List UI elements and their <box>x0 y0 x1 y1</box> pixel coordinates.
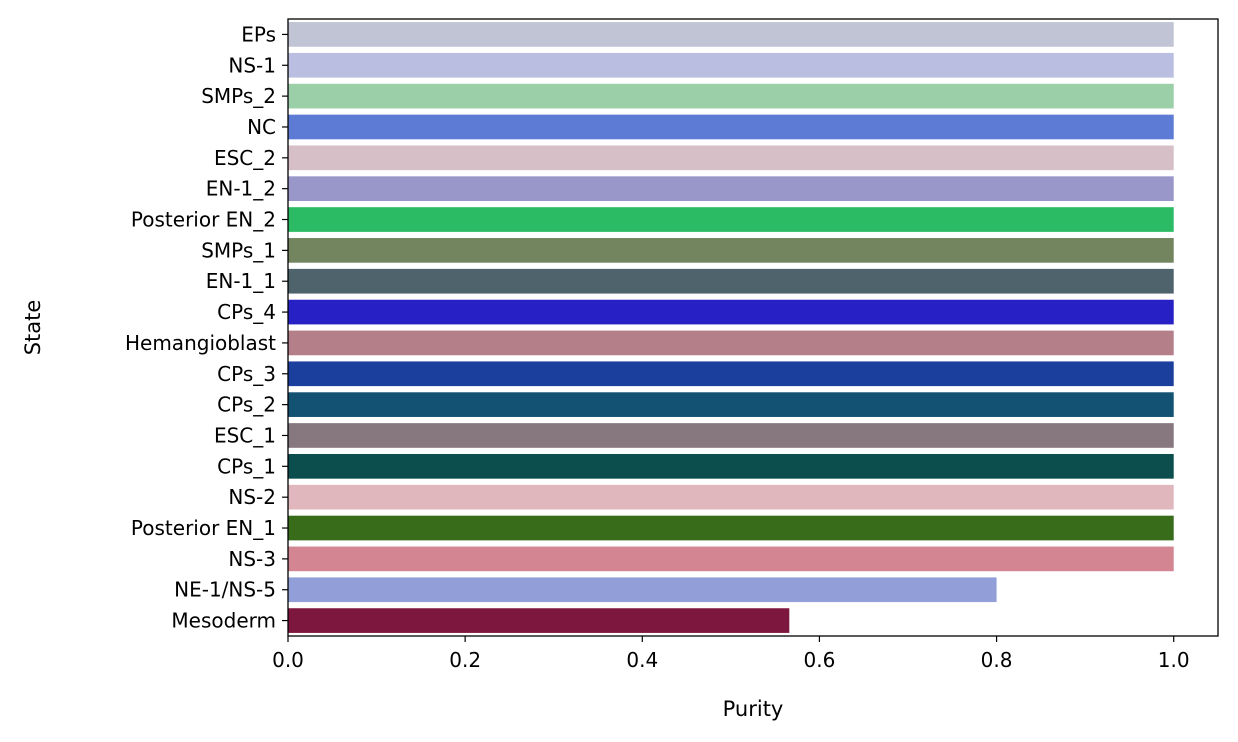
y-tick-label: Mesoderm <box>171 609 276 633</box>
x-tick-label: 0.6 <box>804 648 836 672</box>
bar-esc-1 <box>288 423 1174 448</box>
x-axis-label: Purity <box>723 697 784 721</box>
y-tick-label: EPs <box>241 22 276 46</box>
y-tick-label: Posterior EN_2 <box>131 208 276 232</box>
y-tick-label: ESC_2 <box>214 146 276 170</box>
bar-hemangioblast <box>288 330 1174 356</box>
bar-ns-2 <box>288 484 1174 510</box>
bar-ns-1 <box>288 52 1174 78</box>
bar-cps-4 <box>288 299 1174 325</box>
bar-ne-1-ns-5 <box>288 577 997 603</box>
y-tick-label: SMPs_1 <box>201 238 276 262</box>
y-tick-label: NC <box>247 115 276 139</box>
bar-mesoderm <box>288 608 790 633</box>
bar-posterior-en-2 <box>288 207 1174 232</box>
x-tick-label: 0.2 <box>449 648 481 672</box>
y-tick-label: Posterior EN_1 <box>131 516 276 540</box>
x-tick-label: 0.8 <box>981 648 1013 672</box>
bar-cps-3 <box>288 361 1174 387</box>
bar-eps <box>288 22 1174 47</box>
y-tick-label: NS-1 <box>228 53 276 77</box>
y-tick-label: CPs_3 <box>217 362 276 386</box>
bar-nc <box>288 114 1174 140</box>
bar-ns-3 <box>288 546 1174 572</box>
y-axis-label: State <box>21 300 45 356</box>
bar-cps-1 <box>288 453 1174 479</box>
y-tick-label: Hemangioblast <box>125 331 276 355</box>
y-tick-label: ESC_1 <box>214 423 276 447</box>
x-tick-label: 0.0 <box>272 648 304 672</box>
bar-esc-2 <box>288 145 1174 171</box>
y-tick-label: NE-1/NS-5 <box>174 578 276 602</box>
y-tick-labels: EPs NS-1 SMPs_2 NC ESC_2 EN-1_2 Posterior EN_2… <box>125 22 288 633</box>
bar-en-1-2 <box>288 176 1174 202</box>
bar-cps-2 <box>288 392 1174 417</box>
bar-posterior-en-1 <box>288 515 1174 541</box>
y-tick-label: NS-3 <box>228 547 276 571</box>
bars-group <box>288 22 1174 633</box>
x-tick-label: 0.4 <box>626 648 658 672</box>
y-tick-label: CPs_1 <box>217 454 276 478</box>
bar-en-1-1 <box>288 268 1174 294</box>
bar-smps-1 <box>288 238 1174 263</box>
bar-smps-2 <box>288 83 1174 109</box>
x-tick-label: 1.0 <box>1158 648 1190 672</box>
y-tick-label: CPs_2 <box>217 393 276 417</box>
y-tick-label: NS-2 <box>228 485 276 509</box>
y-tick-label: EN-1_2 <box>206 177 276 201</box>
plot-frame <box>287 18 1219 637</box>
y-tick-label: SMPs_2 <box>201 84 276 108</box>
y-tick-label: CPs_4 <box>217 300 276 324</box>
y-tick-label: EN-1_1 <box>206 269 276 293</box>
x-ticks: 0.0 0.2 0.4 0.6 0.8 1.0 <box>272 636 1190 672</box>
